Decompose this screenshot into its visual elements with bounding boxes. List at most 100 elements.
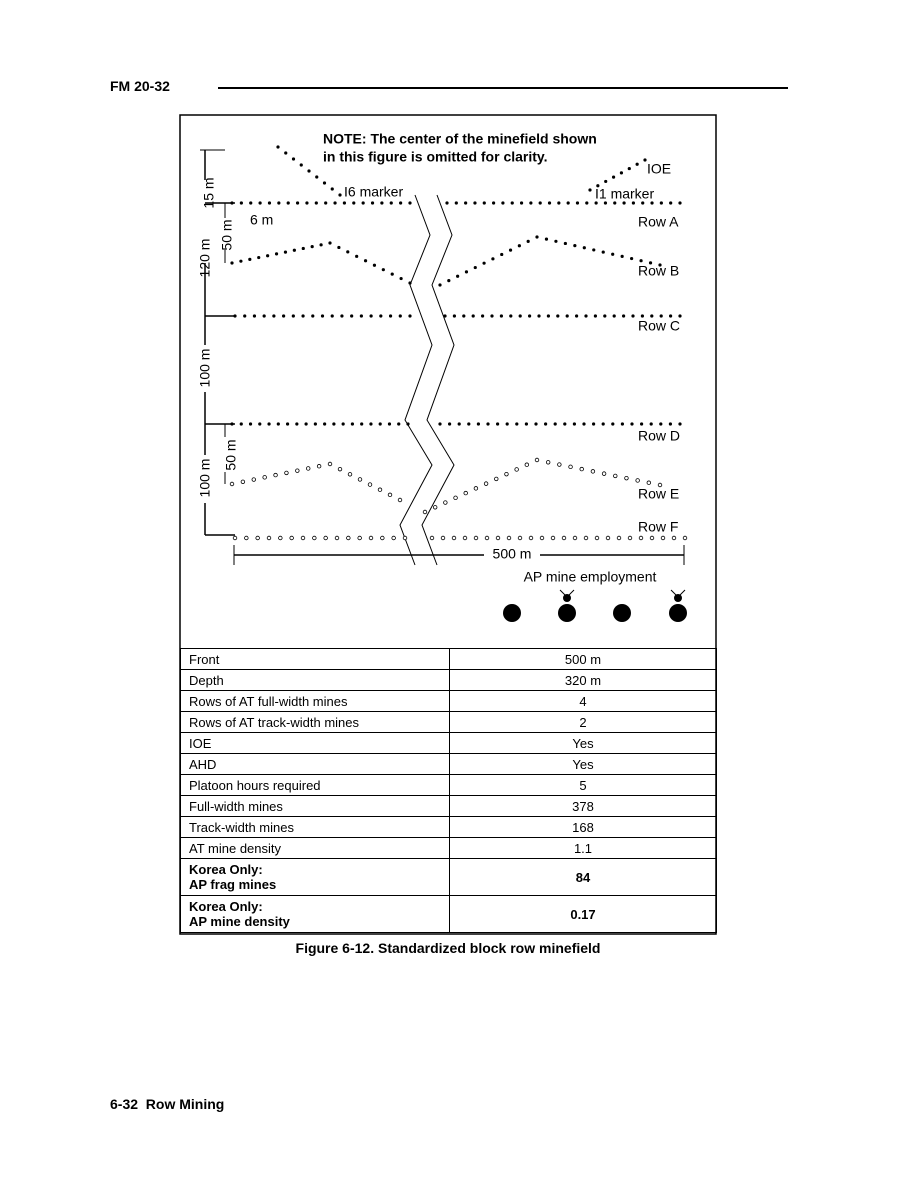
mine-dot: [490, 314, 494, 318]
mine-dot: [553, 422, 557, 426]
row-label-line: AP frag mines: [189, 877, 277, 892]
mine-dot: [462, 535, 468, 541]
mine-dot: [328, 241, 332, 245]
row-label: Row E: [638, 486, 679, 502]
mine-dot: [380, 535, 385, 541]
mine-dot: [408, 281, 412, 285]
mine-dot: [229, 481, 235, 487]
mine-dot: [230, 201, 234, 205]
mine-dot: [568, 464, 573, 470]
mine-dot: [473, 535, 479, 541]
mine-dot: [622, 201, 626, 205]
row-label-line: Korea Only:: [189, 862, 263, 877]
mine-dot: [283, 250, 288, 254]
mine-dot: [631, 201, 636, 205]
mine-dot: [624, 475, 629, 481]
mine-dot: [584, 314, 588, 318]
row-label: Front: [180, 648, 450, 670]
mine-dot: [579, 466, 584, 472]
mine-dot: [535, 235, 539, 239]
mine-dot: [482, 261, 486, 265]
mine-dot: [311, 314, 315, 318]
mine-dot: [613, 201, 617, 205]
row-label: Full-width mines: [180, 795, 450, 817]
mine-dot: [258, 201, 262, 205]
mine-dot: [289, 535, 294, 541]
dimension: 120 m: [197, 239, 213, 278]
mine-dot: [524, 422, 529, 426]
mine-dot: [605, 535, 611, 541]
mine-dot: [635, 162, 639, 166]
table-row: Platoon hours required 5: [180, 774, 717, 796]
mine-dot: [603, 314, 607, 318]
mine-dot: [346, 535, 351, 541]
mine-dot: [258, 422, 262, 426]
mine-dot: [230, 422, 234, 426]
mine-dot: [639, 259, 643, 263]
mine-dot: [544, 237, 549, 241]
mine-dot: [583, 535, 589, 541]
mine-dot: [544, 422, 548, 426]
mine-dot: [438, 283, 442, 287]
dimension: 50 m: [219, 219, 235, 250]
dimension: 500 m: [493, 546, 532, 562]
mine-dot: [300, 535, 306, 541]
mine-dot: [276, 145, 280, 149]
row-value: 4: [449, 690, 717, 712]
mine-dot: [330, 187, 334, 191]
mine-dot: [611, 175, 616, 179]
mine-dot: [646, 480, 652, 485]
mine-dot: [529, 201, 533, 205]
table-row: Track-width mines 168: [180, 816, 717, 838]
mine-dot: [528, 535, 534, 541]
mine-dot: [682, 535, 688, 541]
mine-dot: [387, 492, 393, 498]
row-label: Rows of AT full-width mines: [180, 690, 450, 712]
mine-dot: [501, 201, 505, 205]
mine-dot: [276, 422, 280, 426]
mine-dot: [315, 175, 319, 179]
header-rule: [218, 87, 788, 89]
mine-dot: [517, 535, 523, 541]
mine-dot: [323, 422, 327, 426]
mine-dot: [341, 422, 345, 426]
mine-dot: [648, 261, 653, 265]
mine-dot: [616, 535, 622, 541]
row-value: 84: [449, 858, 717, 896]
mine-dot: [230, 261, 234, 265]
mine-dot: [554, 239, 558, 243]
mine-dot: [482, 201, 486, 205]
mine-dot: [257, 255, 261, 260]
mine-dot: [546, 314, 551, 318]
mine-dot: [233, 314, 237, 318]
mine-dot: [337, 466, 343, 472]
mine-dot: [457, 422, 461, 426]
mine-dot: [355, 254, 359, 258]
row-value: 320 m: [449, 669, 717, 691]
mine-dot: [314, 201, 318, 205]
table-row: AHD Yes: [180, 753, 717, 775]
mine-dot: [473, 486, 479, 491]
mine-dot: [611, 252, 615, 256]
mine-dot: [243, 314, 247, 318]
mine-dot: [504, 471, 509, 477]
mine-dot: [443, 500, 448, 505]
mine-dot: [496, 422, 500, 426]
label: I1 marker: [595, 186, 654, 202]
mine-dot: [286, 201, 290, 205]
mine-dot: [592, 248, 596, 252]
mine-dot: [575, 314, 579, 318]
mine-dot: [669, 314, 673, 318]
mine-dot: [352, 201, 356, 205]
mine-dot: [630, 256, 634, 261]
row-label: Row B: [638, 263, 679, 279]
mine-dot: [678, 314, 682, 318]
mine-dot: [476, 422, 480, 426]
row-value: 5: [449, 774, 717, 796]
mine-dot: [443, 314, 447, 318]
mine-dot: [340, 314, 344, 318]
mine-dot: [630, 422, 634, 426]
mine-dot: [284, 151, 288, 155]
mine-dot: [307, 169, 311, 173]
